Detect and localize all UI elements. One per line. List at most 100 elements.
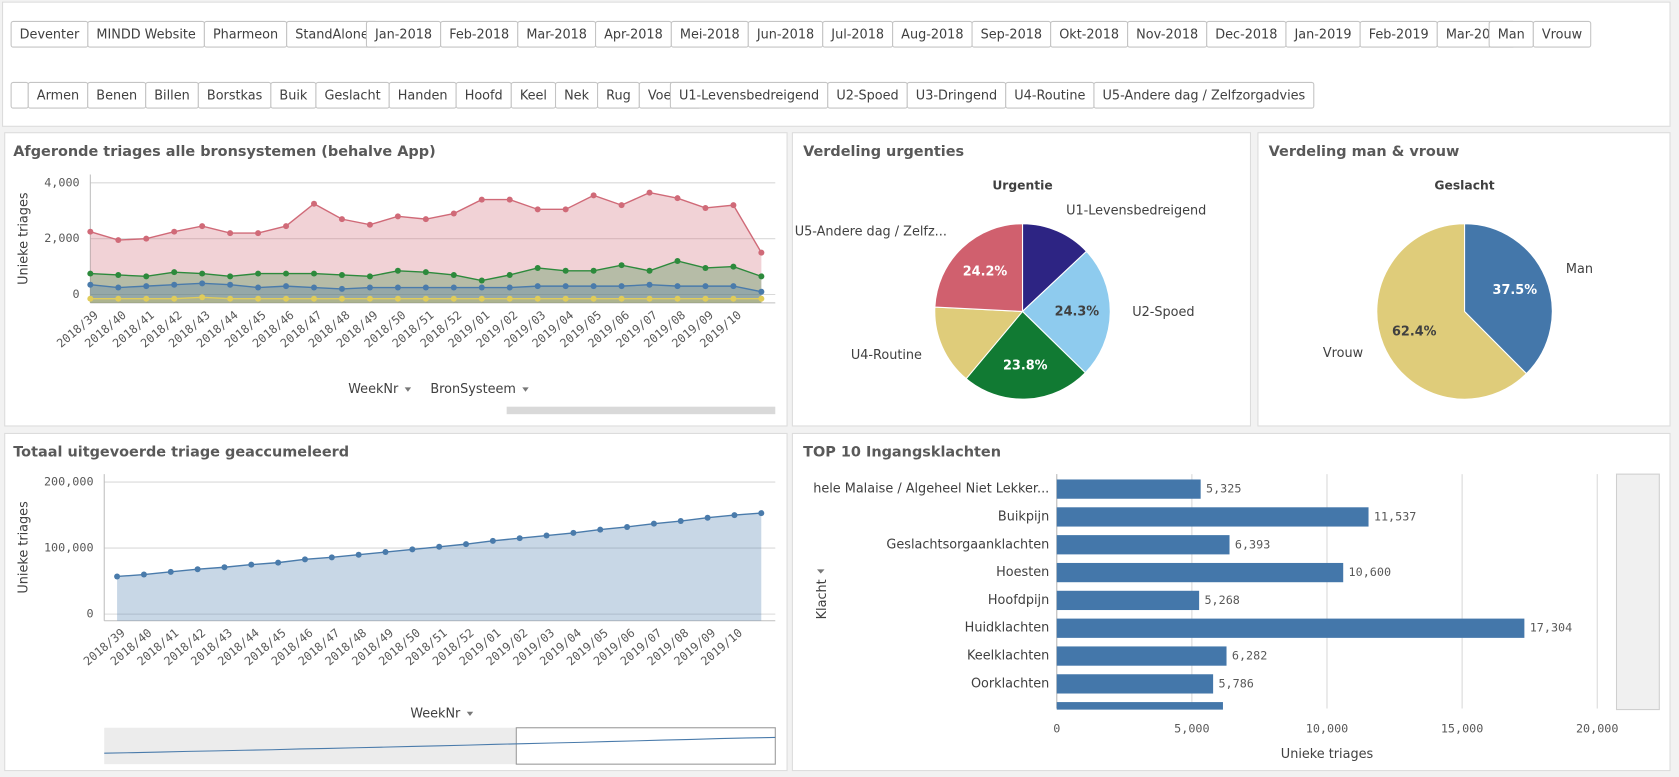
bar[interactable] (1056, 479, 1201, 499)
point (283, 223, 290, 230)
y-tick-label: Oorklachten (971, 676, 1049, 691)
point (562, 295, 569, 302)
point (338, 216, 345, 223)
point (143, 235, 150, 242)
filter-label: Pharmeon (213, 27, 278, 42)
bar[interactable] (1056, 618, 1525, 638)
point (143, 273, 150, 280)
slice-value-label: 23.8% (1003, 358, 1048, 373)
dimension-label[interactable]: WeekNr (348, 382, 399, 397)
filter-chip[interactable] (1093, 81, 1315, 109)
dropdown-arrow (817, 569, 825, 574)
filter-chip[interactable] (1532, 20, 1592, 48)
value-label: 6,393 (1235, 537, 1270, 551)
filter-label: Billen (154, 88, 190, 103)
filter-chip[interactable] (10, 81, 29, 109)
point (227, 295, 234, 302)
bar[interactable] (1056, 702, 1223, 721)
bar[interactable] (1056, 507, 1369, 527)
point (255, 284, 262, 291)
point (730, 283, 737, 290)
pie-slice (1021, 250, 1111, 374)
point (730, 202, 737, 209)
point (283, 295, 290, 302)
point (516, 535, 523, 542)
point (87, 228, 94, 235)
point (115, 237, 122, 244)
slice-label: Vrouw (1323, 346, 1363, 361)
filter-label: Jan-2019 (1294, 27, 1352, 42)
point (702, 295, 709, 302)
panel-title: Verdeling man & vrouw (1269, 144, 1460, 160)
point (409, 546, 416, 553)
y-axis-title[interactable]: Klacht (815, 579, 830, 619)
slice-label: U2-Spoed (1132, 305, 1194, 320)
point (283, 270, 290, 277)
bar[interactable] (1056, 590, 1200, 611)
dimension-label[interactable]: BronSysteem (430, 382, 515, 397)
dimension-label[interactable]: WeekNr (410, 706, 461, 721)
filter-label: Keel (520, 88, 547, 103)
point (422, 284, 429, 291)
point (338, 295, 345, 302)
point (338, 271, 345, 278)
point (478, 295, 485, 302)
point (562, 283, 569, 290)
point (115, 271, 122, 278)
bar[interactable] (1056, 562, 1344, 583)
bar[interactable] (1056, 535, 1230, 555)
x-axis-title: Unieke triages (1281, 747, 1374, 762)
y-axis-title: Unieke triages (16, 192, 31, 285)
point (227, 273, 234, 280)
point (534, 264, 541, 271)
y-tick-label: Geslachtsorgaanklachten (886, 537, 1049, 552)
filter-label: U5-Andere dag / Zelfzorgadvies (1103, 88, 1306, 103)
point (646, 267, 653, 274)
point (562, 206, 569, 213)
point (674, 258, 681, 264)
filter-label: Handen (398, 88, 448, 103)
point (227, 230, 234, 237)
point (674, 283, 681, 290)
point (194, 566, 201, 573)
scrollbar[interactable] (1615, 473, 1660, 711)
scrollbar[interactable] (506, 406, 776, 415)
dropdown-arrow (466, 711, 474, 716)
point (338, 285, 345, 292)
point (590, 283, 597, 290)
point (199, 280, 206, 287)
bar[interactable] (1056, 646, 1227, 666)
filter-label: Deventer (20, 27, 80, 42)
point (366, 284, 373, 291)
point (227, 281, 234, 288)
point (171, 281, 178, 288)
y-tick-label: Hoesten (996, 565, 1049, 580)
point (199, 270, 206, 277)
slice-label: U5-Andere dag / Zelfz... (795, 224, 947, 239)
filter-label: Rug (606, 88, 631, 103)
filter-label: Jul-2018 (830, 27, 884, 42)
y-tick-label: Algehele Malaise / Algeheel Niet Lekker.… (785, 482, 1049, 497)
y-tick-label: Buikpijn (998, 509, 1049, 524)
point (394, 213, 401, 220)
point (730, 263, 737, 270)
point (255, 270, 262, 277)
point (115, 284, 122, 291)
filter-label: U4-Routine (1014, 88, 1085, 103)
point (255, 295, 262, 302)
point (534, 295, 541, 302)
slice-label: U1-Levensbedreigend (1066, 203, 1206, 218)
point (167, 568, 174, 575)
y-tick-label: 0 (86, 607, 93, 621)
filter-label: Mar-2018 (526, 27, 587, 42)
point (283, 283, 290, 290)
point (422, 216, 429, 223)
pie-slice (965, 310, 1087, 400)
point (478, 284, 485, 291)
navigator-window[interactable] (515, 727, 776, 765)
x-tick-label: 5,000 (1174, 721, 1209, 735)
point (87, 270, 94, 277)
bar[interactable] (1056, 674, 1214, 694)
point (114, 573, 121, 580)
